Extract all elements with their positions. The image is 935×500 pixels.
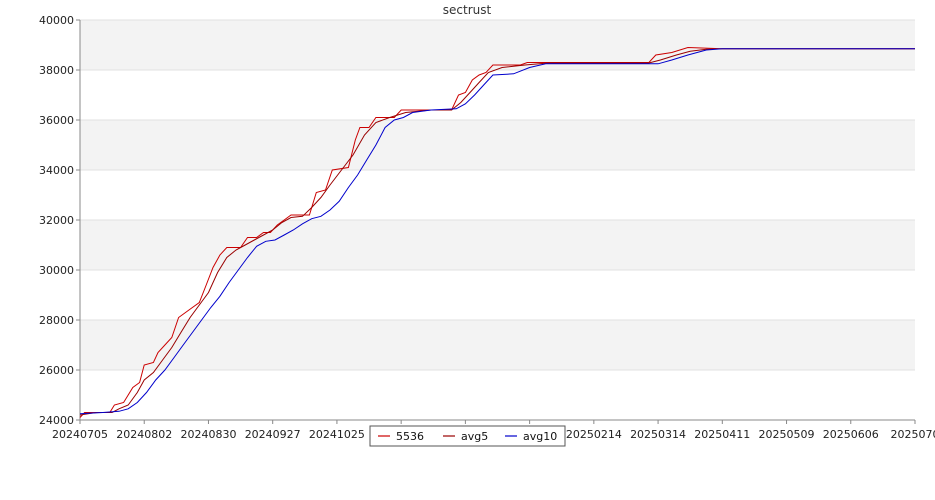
x-tick-label: 20240830 bbox=[180, 428, 236, 441]
x-tick-label: 20250214 bbox=[566, 428, 622, 441]
series-lines bbox=[79, 46, 915, 418]
x-axis-ticks: 20240705 20240802 20240830 20240927 20241025… bbox=[52, 420, 935, 441]
background-band bbox=[80, 270, 915, 320]
background-band bbox=[80, 220, 915, 270]
x-tick-label: 20240705 bbox=[52, 428, 108, 441]
legend-box bbox=[369, 425, 566, 447]
background-band bbox=[80, 370, 915, 420]
x-tick-label: 20250509 bbox=[759, 428, 815, 441]
background-band bbox=[80, 70, 915, 120]
x-tick-label: 20240927 bbox=[245, 428, 301, 441]
background-band bbox=[80, 120, 915, 170]
series-line-avg10 bbox=[79, 48, 915, 415]
series-line-avg5 bbox=[79, 48, 915, 416]
legend-label: 5536 bbox=[396, 430, 424, 443]
y-tick-label: 24000 bbox=[39, 414, 74, 427]
y-tick-label: 30000 bbox=[39, 264, 74, 277]
background-band bbox=[80, 170, 915, 220]
y-tick-label: 26000 bbox=[39, 364, 74, 377]
background-band bbox=[80, 20, 915, 70]
x-tick-label: 20240802 bbox=[116, 428, 172, 441]
x-tick-label: 2025070 bbox=[891, 428, 935, 441]
legend-label: avg5 bbox=[461, 430, 488, 443]
y-tick-label: 36000 bbox=[39, 114, 74, 127]
y-tick-label: 28000 bbox=[39, 314, 74, 327]
legend-label: avg10 bbox=[523, 430, 557, 443]
background-bands bbox=[80, 20, 915, 420]
background-band bbox=[80, 320, 915, 370]
chart-title: sectrust bbox=[443, 3, 492, 17]
x-tick-label: 20250314 bbox=[630, 428, 686, 441]
series-line-5536 bbox=[79, 46, 915, 418]
x-tick-label: 20250606 bbox=[823, 428, 879, 441]
y-tick-label: 38000 bbox=[39, 64, 74, 77]
x-tick-label: 20250411 bbox=[694, 428, 750, 441]
x-tick-label: 20241025 bbox=[309, 428, 365, 441]
y-tick-label: 34000 bbox=[39, 164, 74, 177]
y-axis-ticks: 24000 26000 28000 30000 32000 34000 36000 38000… bbox=[39, 14, 80, 427]
legend: 5536 avg5 avg10 bbox=[369, 425, 566, 447]
y-tick-label: 32000 bbox=[39, 214, 74, 227]
y-tick-label: 40000 bbox=[39, 14, 74, 27]
